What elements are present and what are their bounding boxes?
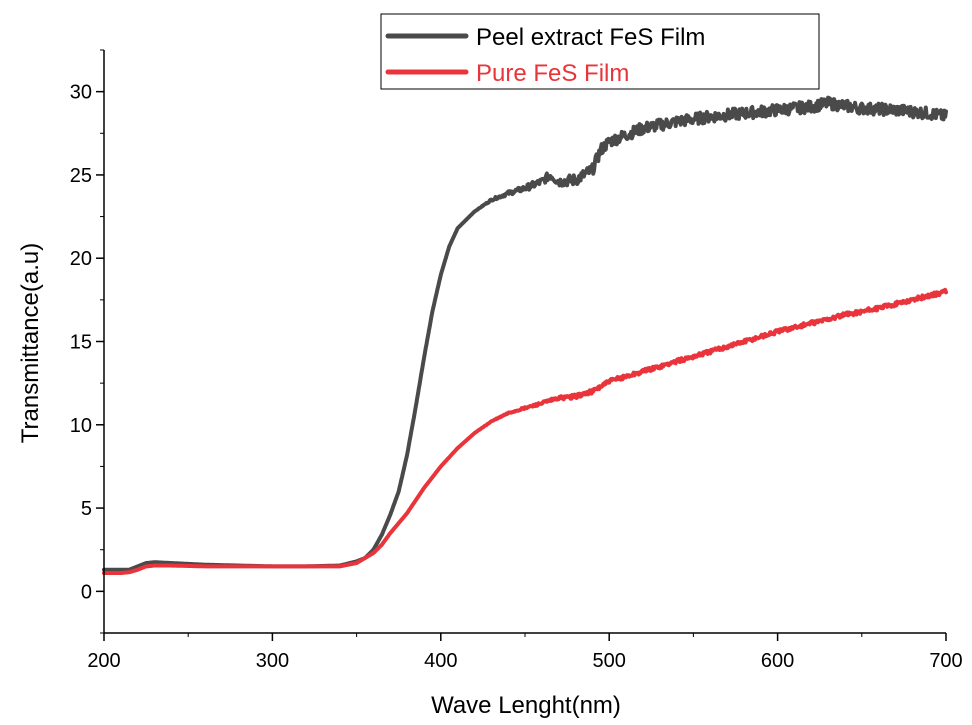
y-tick-label: 25 xyxy=(70,165,92,187)
plot-area xyxy=(102,95,948,575)
y-tick-label: 10 xyxy=(70,415,92,437)
x-axis-ticks: 200 300 400 500 600 700 xyxy=(87,633,963,672)
legend-label-1: Peel extract FeS Film xyxy=(476,24,705,51)
y-tick-label: 15 xyxy=(70,332,92,354)
legend-box xyxy=(380,13,820,90)
x-tick-label: 600 xyxy=(761,650,794,672)
series-line-1 xyxy=(102,95,948,572)
x-tick-label: 200 xyxy=(87,650,120,672)
y-tick-label: 0 xyxy=(81,581,92,603)
y-tick-label: 20 xyxy=(70,248,92,270)
x-tick-label: 400 xyxy=(424,650,457,672)
legend-label-2: Pure FeS Film xyxy=(476,60,629,87)
y-axis-ticks: 0 5 10 15 20 25 30 xyxy=(70,49,104,634)
x-axis-title: Wave Lenght(nm) xyxy=(431,692,621,719)
axes xyxy=(103,50,946,634)
x-tick-label: 500 xyxy=(593,650,626,672)
series-line-2 xyxy=(102,287,948,575)
x-tick-label: 700 xyxy=(929,650,962,672)
y-tick-label: 5 xyxy=(81,498,92,520)
legend: Peel extract FeS Film Pure FeS Film xyxy=(380,13,820,90)
y-axis-title: Transmittance(a.u) xyxy=(17,243,44,444)
x-tick-label: 300 xyxy=(256,650,289,672)
y-tick-label: 30 xyxy=(70,82,92,104)
